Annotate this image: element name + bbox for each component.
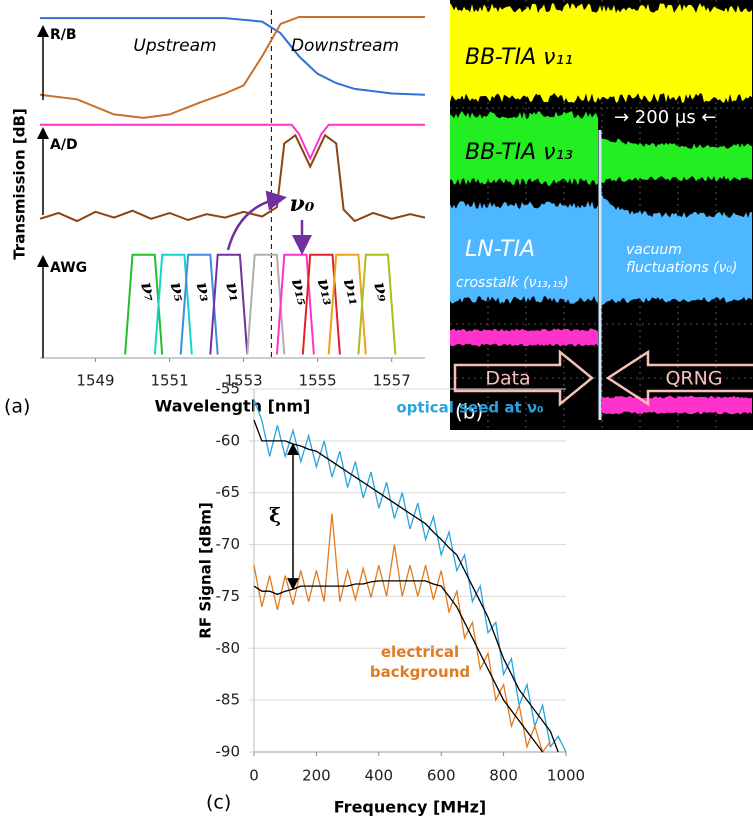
section-label: A/D — [50, 137, 78, 153]
y-tick-label: -85 — [216, 691, 241, 709]
series-line — [40, 135, 425, 221]
trace-label: LN-TIA — [465, 237, 535, 262]
trace-label: BB-TIA ν₁₃ — [465, 140, 573, 165]
y-tick-label: -65 — [216, 483, 241, 501]
y-tick-label: -80 — [216, 639, 241, 657]
x-tick-label: 1549 — [76, 372, 114, 390]
annotation: Upstream — [133, 36, 216, 56]
annotation: vacuum — [626, 242, 682, 258]
x-tick-label: 200 — [302, 767, 331, 785]
y-tick-label: -70 — [216, 535, 241, 553]
series-line — [254, 399, 566, 752]
channel-label: ν₁ — [221, 280, 245, 304]
y-tick-label: -75 — [216, 587, 241, 605]
series-line — [40, 18, 425, 95]
x-axis-label: Wavelength [nm] — [155, 397, 311, 416]
x-tick-label: 0 — [249, 767, 259, 785]
section-label: R/B — [50, 27, 77, 43]
x-tick-label: 800 — [489, 767, 518, 785]
x-axis-label: Frequency [MHz] — [334, 798, 486, 817]
trace-label: BB-TIA ν₁₁ — [465, 45, 573, 70]
series-line — [40, 17, 425, 118]
section-label: AWG — [50, 260, 87, 276]
annotation: fluctuations (ν₀) — [626, 260, 737, 276]
annotation: ν₀ — [290, 191, 315, 217]
annotation: QRNG — [665, 368, 722, 390]
x-tick-label: 1551 — [150, 372, 188, 390]
annotation: crosstalk (ν₁₃,₁₅) — [456, 275, 569, 291]
y-tick-label: -55 — [216, 380, 241, 398]
annotation: → 200 μs ← — [614, 107, 717, 128]
y-axis-label: Transmission [dB] — [11, 108, 29, 260]
channel-label: ν₅ — [166, 280, 190, 304]
x-tick-label: 400 — [364, 767, 393, 785]
x-tick-label: 600 — [427, 767, 456, 785]
annotation: Downstream — [291, 36, 399, 56]
series-line — [40, 125, 425, 159]
scope-panel: BB-TIA ν₁₁ BB-TIA ν₁₃ LN-TIA → 200 μs ← cros… — [450, 0, 753, 430]
y-tick-label: -90 — [216, 743, 241, 761]
x-tick-label: 1557 — [373, 372, 411, 390]
x-tick-label: 1555 — [299, 372, 337, 390]
x-tick-label: 1000 — [547, 767, 585, 785]
y-tick-label: -60 — [216, 431, 241, 449]
channel-label: ν₉ — [369, 280, 393, 304]
annotation: ξ — [269, 503, 281, 527]
series-line — [254, 514, 550, 753]
annotation: Data — [485, 368, 530, 390]
figure: 15491551155315551557Wavelength [nm]Trans… — [0, 0, 753, 821]
panel-label: (c) — [206, 792, 231, 814]
y-axis-label: RF Signal [dBm] — [197, 502, 215, 638]
channel-label: ν₇ — [136, 280, 160, 304]
panel-label: (a) — [4, 396, 30, 418]
series-label: optical seed at ν₀ — [396, 399, 543, 417]
arrow — [228, 198, 282, 250]
channel-label: ν₃ — [192, 280, 216, 304]
scope-trace — [450, 329, 598, 347]
